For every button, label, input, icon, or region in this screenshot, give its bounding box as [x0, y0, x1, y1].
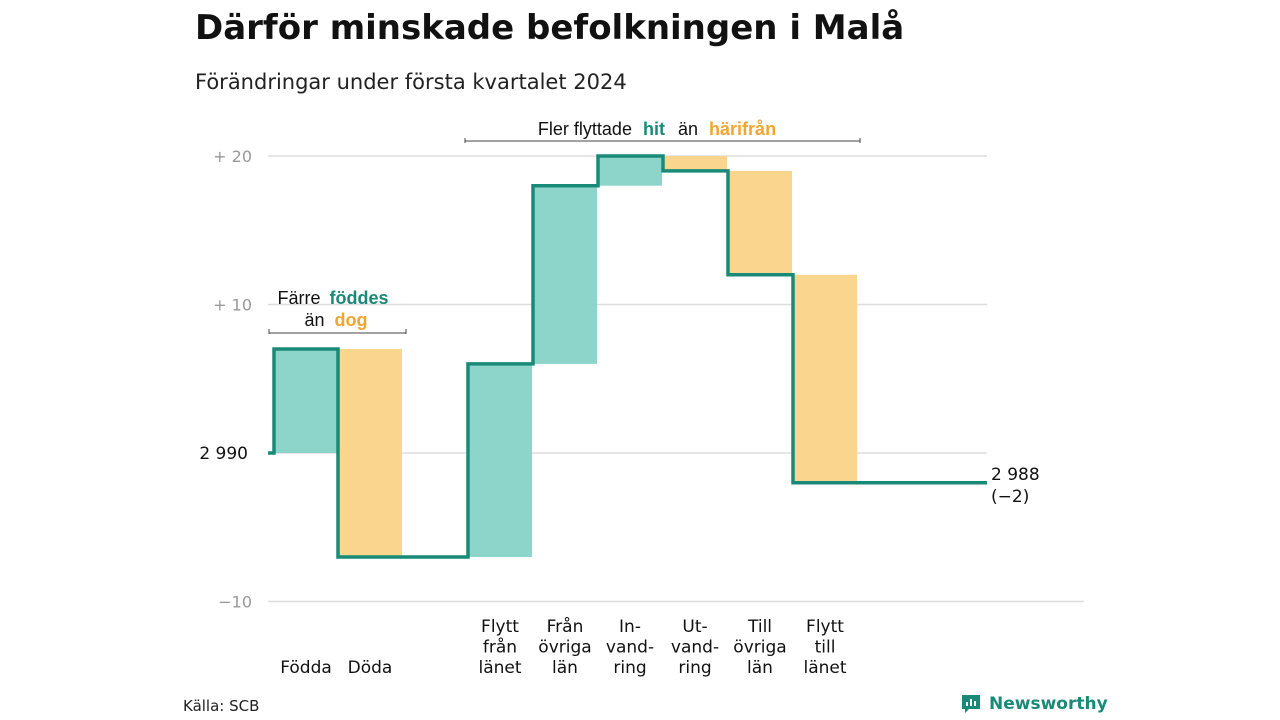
births-annotation: Färre föddes än dog — [268, 288, 407, 334]
x-tick-label: Flytt till länet — [803, 617, 846, 678]
x-tick-label: Födda — [280, 658, 332, 678]
bar — [728, 170, 792, 275]
bar — [533, 185, 597, 364]
bar — [274, 349, 338, 453]
births-ann-text-b: föddes — [330, 288, 389, 308]
waterfall-line — [268, 154, 987, 559]
bar — [338, 349, 402, 557]
bar — [663, 156, 727, 171]
x-tick-label: Till övriga län — [733, 617, 786, 678]
x-tick-label: Ut-vand-ring — [671, 617, 719, 678]
bar — [468, 363, 532, 557]
chart-title: Därför minskade befolkningen i Malå — [195, 8, 905, 48]
svg-text:Färre föddes: Färre föddes — [277, 288, 388, 308]
x-tick-labels: Födda Döda Flytt från länet Från övriga län In-v… — [280, 616, 847, 678]
x-tick-label: Flytt från länet — [478, 617, 521, 678]
step-line — [268, 154, 987, 559]
end-value-label: 2 988 — [991, 465, 1040, 485]
moves-annotation: Fler flyttade hit än härifrån — [464, 119, 861, 143]
births-ann-text-a: Färre — [277, 288, 320, 308]
start-value-label: 2 990 — [199, 444, 248, 464]
bars — [274, 156, 857, 557]
births-ann-text-c: än — [304, 310, 324, 330]
y-tick-label: + 10 — [213, 296, 252, 315]
moves-ann-bracket — [464, 138, 861, 143]
moves-ann-text-d: härifrån — [709, 119, 776, 139]
brand-logo: Newsworthy — [960, 693, 1108, 715]
chart-subtitle: Förändringar under första kvartalet 2024 — [195, 70, 627, 94]
moves-ann-text-c: än — [678, 119, 698, 139]
births-ann-text-d: dog — [335, 310, 368, 330]
bar — [793, 274, 857, 483]
x-tick-label: Döda — [348, 658, 393, 678]
bar — [598, 156, 662, 186]
end-change-label: (−2) — [991, 487, 1029, 507]
source-note: Källa: SCB — [183, 697, 260, 715]
x-tick-label: Från övriga län — [538, 616, 591, 678]
moves-ann-text-a: Fler flyttade — [538, 119, 632, 139]
x-tick-label: In-vand-ring — [606, 617, 654, 678]
y-tick-label: −10 — [218, 593, 252, 612]
newsworthy-icon — [962, 695, 980, 713]
svg-text:än dog: än dog — [304, 310, 367, 330]
svg-text:Fler flyttade hit: Fler flyttade hit än härifrån — [538, 119, 776, 139]
y-tick-labels: + 20 + 10 −10 — [213, 147, 252, 612]
y-tick-label: + 20 — [213, 147, 252, 166]
brand-name: Newsworthy — [989, 694, 1108, 714]
moves-ann-text-b: hit — [643, 119, 665, 139]
births-ann-bracket — [268, 329, 407, 334]
